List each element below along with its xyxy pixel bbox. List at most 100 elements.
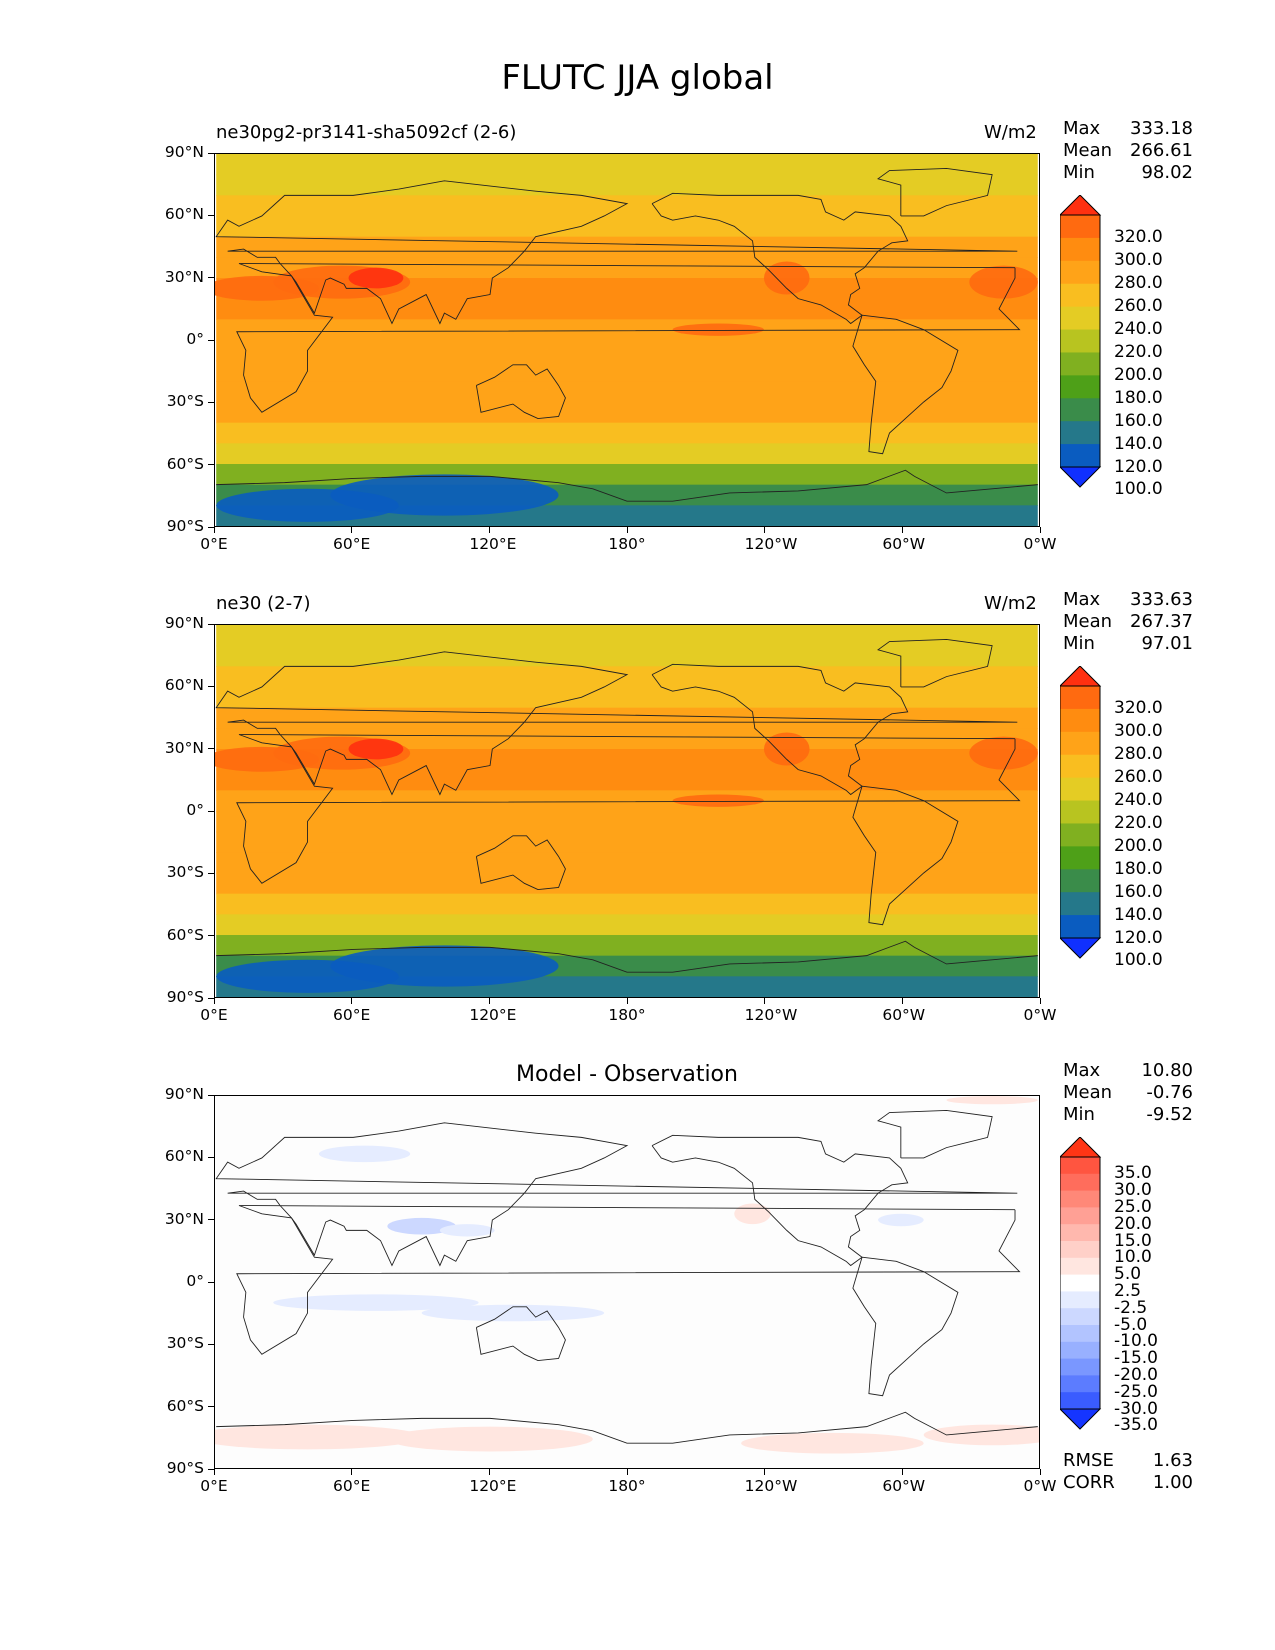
zonal-band	[216, 831, 1038, 853]
stat-value: 267.37	[1130, 611, 1193, 632]
colorbar-segment	[1060, 1358, 1100, 1376]
colorbar-label: 20.0	[1114, 1213, 1152, 1234]
x-tick-mark	[351, 1469, 353, 1475]
metric-value: 1.00	[1152, 1472, 1193, 1493]
diff-feature	[387, 1426, 593, 1452]
colorbar-segment	[1060, 215, 1100, 239]
x-tick-mark	[351, 527, 353, 533]
colorbar-bottom-arrow	[1060, 1408, 1102, 1430]
colorbar-label: 200.0	[1114, 364, 1163, 385]
colorbar-label: 2.5	[1114, 1280, 1142, 1301]
colorbar-segment	[1060, 1257, 1100, 1276]
colorbar-label: 180.0	[1114, 858, 1163, 879]
zonal-band	[216, 873, 1038, 895]
field-feature	[672, 323, 764, 336]
colorbar-label: 160.0	[1114, 881, 1163, 902]
panel3-center-title: Model - Observation	[516, 1062, 738, 1087]
y-tick-label: 30°N	[164, 267, 204, 286]
diff-feature	[741, 1432, 924, 1454]
x-tick-mark	[901, 1469, 903, 1475]
coastline	[852, 314, 959, 455]
coastline	[475, 835, 566, 891]
colorbar-label: 120.0	[1114, 927, 1163, 948]
colorbar-label: -5.0	[1114, 1314, 1148, 1335]
y-tick-mark	[208, 1343, 214, 1345]
colorbar-bottom-arrow	[1060, 466, 1102, 488]
zonal-band	[216, 914, 1038, 936]
metric-label: RMSE	[1063, 1450, 1114, 1471]
colorbar-label: 160.0	[1114, 410, 1163, 431]
stat-label: Mean	[1063, 1082, 1113, 1103]
colorbar-top-arrow	[1060, 666, 1102, 687]
y-tick-mark	[208, 152, 214, 154]
y-tick-mark	[208, 997, 214, 999]
coastline	[236, 263, 1021, 413]
x-tick-mark	[213, 998, 215, 1004]
zonal-band	[216, 707, 1038, 729]
stat-label: Mean	[1063, 140, 1113, 161]
y-tick-label: 90°S	[166, 988, 204, 1006]
x-tick-label: 0°E	[200, 1477, 228, 1495]
coastline	[877, 167, 993, 217]
colorbar-label: 100.0	[1114, 479, 1163, 500]
x-tick-label: 120°E	[469, 535, 517, 553]
colorbar-top-arrow	[1060, 195, 1102, 216]
y-tick-mark	[208, 1281, 214, 1283]
colorbar-segment	[1060, 1325, 1100, 1343]
y-tick-label: 60°S	[166, 454, 204, 473]
y-tick-label: 90°N	[164, 614, 204, 632]
colorbar-label: 140.0	[1114, 904, 1163, 925]
colorbar-segment	[1060, 1392, 1100, 1410]
diff-feature	[215, 1424, 422, 1450]
colorbar-segment	[1060, 260, 1100, 285]
x-tick-label: 180°	[608, 535, 646, 553]
y-tick-mark	[208, 623, 214, 625]
zonal-band	[216, 319, 1038, 341]
x-tick-label: 0°E	[200, 535, 228, 553]
x-tick-label: 60°E	[333, 1477, 371, 1495]
y-tick-label: 0°	[186, 1272, 204, 1290]
colorbar-segment	[1060, 375, 1100, 399]
coastline	[475, 1306, 566, 1362]
y-tick-mark	[208, 464, 214, 466]
y-tick-mark	[208, 810, 214, 812]
x-tick-mark	[488, 1469, 490, 1475]
zonal-band	[216, 645, 1038, 667]
zonal-band	[216, 236, 1038, 258]
x-tick-label: 0°W	[1023, 1006, 1057, 1024]
x-tick-label: 0°W	[1023, 1477, 1057, 1495]
y-tick-label: 30°S	[166, 863, 204, 882]
y-tick-mark	[208, 748, 214, 750]
y-tick-mark	[208, 935, 214, 937]
x-tick-mark	[351, 998, 353, 1004]
field-feature	[216, 488, 399, 522]
coastline	[236, 734, 1021, 884]
y-tick-mark	[208, 401, 214, 403]
x-tick-label: 180°	[608, 1006, 646, 1024]
diff-feature	[387, 1217, 456, 1235]
colorbar-label: 100.0	[1114, 950, 1163, 971]
diff-feature	[878, 1213, 924, 1227]
field-feature	[969, 265, 1038, 299]
field-feature	[672, 794, 764, 807]
zonal-band	[216, 769, 1038, 791]
colorbar-label: 140.0	[1114, 433, 1163, 454]
panel3-stats: Max 10.80 Mean -0.76 Min -9.52	[1063, 1060, 1193, 1126]
y-tick-label: 90°N	[164, 1085, 204, 1103]
field-feature	[215, 746, 319, 772]
x-tick-label: 120°W	[744, 1477, 798, 1495]
coastline	[215, 651, 1018, 796]
colorbar-label: -2.5	[1114, 1297, 1148, 1318]
panel2-map: 0°E 60°E 120°E 180° 120°W 60°W 0°W 90°N 60°N 30°N…	[165, 615, 1057, 1022]
colorbar-label: 260.0	[1114, 296, 1163, 317]
colorbar-segment	[1060, 1308, 1100, 1326]
zonal-band	[216, 360, 1038, 382]
stat-value: -0.76	[1146, 1082, 1193, 1103]
field-feature	[348, 267, 404, 289]
diff-feature	[439, 1224, 495, 1237]
metric-value: 1.63	[1152, 1450, 1193, 1471]
zonal-band	[216, 298, 1038, 320]
stat-label: Min	[1063, 633, 1095, 654]
colorbar-segment	[1060, 444, 1100, 468]
colorbar-label: 240.0	[1114, 319, 1163, 340]
